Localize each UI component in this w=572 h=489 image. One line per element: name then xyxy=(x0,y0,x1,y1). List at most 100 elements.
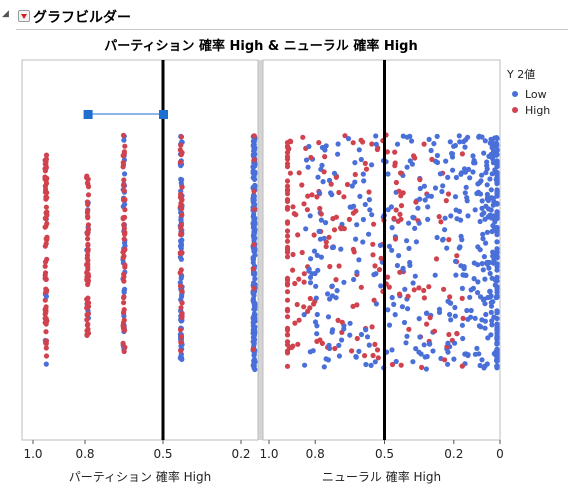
header-divider xyxy=(16,29,568,30)
data-point-neural-low xyxy=(366,231,372,237)
data-point-neural-low xyxy=(448,317,454,323)
data-point-neural-low xyxy=(425,204,431,210)
data-point-partition-high xyxy=(120,249,126,255)
data-point-neural-low xyxy=(358,156,364,163)
data-point-neural-high xyxy=(424,321,430,327)
data-point-neural-low xyxy=(303,157,310,163)
panel-divider xyxy=(258,60,263,440)
data-point-neural-low xyxy=(331,170,338,176)
data-point-neural-high xyxy=(397,211,403,217)
data-point-partition-high xyxy=(121,151,127,157)
data-point-neural-high xyxy=(436,214,442,220)
data-point-partition-high xyxy=(43,223,49,229)
red-triangle-menu-icon[interactable] xyxy=(18,10,30,22)
data-point-partition-low xyxy=(251,248,257,254)
x-tick-label: 0.2 xyxy=(231,447,250,461)
data-point-neural-low xyxy=(413,346,419,352)
data-point-partition-high xyxy=(121,225,127,231)
legend-item-high[interactable]: High xyxy=(512,104,550,118)
data-point-partition-high xyxy=(85,326,91,332)
data-point-neural-low xyxy=(389,247,395,253)
data-point-neural-high xyxy=(354,302,360,308)
data-point-neural-low xyxy=(318,254,324,260)
disclosure-triangle-icon[interactable]: ◢ xyxy=(2,9,9,19)
data-point-neural-high xyxy=(284,282,291,288)
data-point-neural-low xyxy=(422,197,428,203)
data-point-neural-high xyxy=(351,249,357,255)
data-point-neural-high xyxy=(284,228,291,234)
data-point-neural-low xyxy=(451,356,457,362)
data-point-neural-high xyxy=(362,353,368,359)
data-point-neural-low xyxy=(353,236,359,242)
data-point-neural-low xyxy=(345,136,352,142)
data-point-neural-low xyxy=(427,341,433,347)
legend-item-low[interactable]: Low xyxy=(512,88,547,102)
data-point-neural-low xyxy=(488,195,494,201)
data-point-neural-low xyxy=(461,166,468,172)
data-point-partition-low xyxy=(252,145,258,151)
data-point-neural-high xyxy=(301,201,307,207)
data-point-neural-low xyxy=(480,267,486,273)
data-point-partition-low xyxy=(250,197,256,203)
data-point-neural-high xyxy=(392,149,398,155)
data-point-partition-high xyxy=(85,176,91,182)
data-point-neural-low xyxy=(452,258,459,264)
data-point-neural-low xyxy=(448,300,454,306)
data-point-neural-high xyxy=(372,341,378,347)
data-point-partition-high xyxy=(122,143,128,149)
data-point-neural-high xyxy=(441,286,447,292)
data-point-neural-high xyxy=(392,236,399,242)
data-point-neural-low xyxy=(321,235,327,241)
data-point-partition-high xyxy=(121,221,127,228)
data-point-partition-high xyxy=(43,210,49,216)
data-point-partition-high xyxy=(122,197,128,203)
data-point-partition-high xyxy=(121,348,127,355)
data-point-neural-high xyxy=(284,297,291,303)
data-point-neural-high xyxy=(454,330,460,337)
data-point-partition-low xyxy=(251,272,258,278)
data-point-neural-low xyxy=(475,279,481,285)
data-point-neural-low xyxy=(394,141,401,147)
data-point-neural-low xyxy=(404,333,410,339)
data-point-neural-high xyxy=(287,170,293,176)
data-point-neural-low xyxy=(449,150,455,157)
data-point-neural-low xyxy=(493,294,499,301)
data-point-neural-low xyxy=(459,322,465,328)
data-point-neural-low xyxy=(467,175,473,181)
data-point-neural-high xyxy=(350,303,356,309)
data-point-partition-low xyxy=(252,276,258,282)
data-point-neural-low xyxy=(306,143,312,150)
data-point-neural-high xyxy=(431,328,438,334)
data-point-neural-low xyxy=(347,332,353,338)
data-point-partition-high xyxy=(84,180,91,186)
data-point-neural-high xyxy=(284,332,291,338)
data-point-neural-high xyxy=(307,295,313,302)
data-point-neural-low xyxy=(440,236,446,242)
data-point-partition-high xyxy=(84,199,90,205)
data-point-neural-low xyxy=(328,190,334,196)
data-point-neural-high xyxy=(291,211,297,217)
data-point-neural-low xyxy=(407,259,413,266)
data-point-neural-low xyxy=(481,150,487,156)
data-point-neural-low xyxy=(452,304,458,311)
data-point-neural-low xyxy=(486,265,492,271)
data-point-partition-high xyxy=(121,188,127,194)
data-point-neural-high xyxy=(346,216,352,222)
data-point-neural-high xyxy=(333,277,339,283)
data-point-partition-high xyxy=(177,327,184,333)
data-point-partition-high xyxy=(179,250,185,256)
window-title: グラフビルダー xyxy=(33,10,131,26)
data-point-neural-high xyxy=(284,178,291,184)
data-point-neural-low xyxy=(447,311,453,318)
data-point-neural-low xyxy=(484,182,490,188)
data-point-neural-high xyxy=(301,271,307,277)
data-point-partition-low xyxy=(251,325,257,331)
data-point-neural-low xyxy=(341,326,347,332)
data-point-neural-high xyxy=(316,140,322,146)
data-point-neural-low xyxy=(306,266,312,272)
data-point-neural-low xyxy=(443,158,449,164)
data-point-partition-high xyxy=(42,189,49,195)
data-point-neural-low xyxy=(406,245,412,251)
data-point-neural-low xyxy=(494,177,500,183)
